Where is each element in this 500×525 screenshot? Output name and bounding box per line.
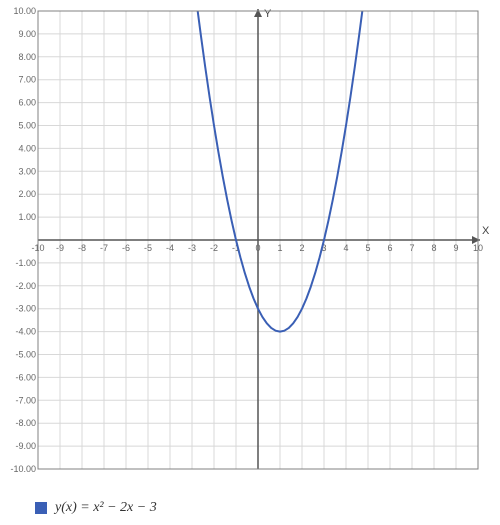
svg-text:2: 2 xyxy=(299,243,304,253)
svg-text:Y: Y xyxy=(264,8,272,20)
svg-text:6: 6 xyxy=(387,243,392,253)
svg-text:7: 7 xyxy=(409,243,414,253)
svg-text:-1.00: -1.00 xyxy=(15,258,36,268)
svg-text:-6: -6 xyxy=(122,243,130,253)
svg-text:-3.00: -3.00 xyxy=(15,304,36,314)
svg-text:7.00: 7.00 xyxy=(18,75,36,85)
svg-text:-4: -4 xyxy=(166,243,174,253)
svg-text:1.00: 1.00 xyxy=(18,212,36,222)
svg-text:4: 4 xyxy=(343,243,348,253)
svg-text:10.00: 10.00 xyxy=(13,6,36,16)
svg-text:-9: -9 xyxy=(56,243,64,253)
svg-text:-7.00: -7.00 xyxy=(15,395,36,405)
svg-text:6.00: 6.00 xyxy=(18,98,36,108)
svg-text:-10.00: -10.00 xyxy=(10,464,36,474)
svg-text:3.00: 3.00 xyxy=(18,166,36,176)
svg-text:5: 5 xyxy=(365,243,370,253)
svg-text:-2.00: -2.00 xyxy=(15,281,36,291)
svg-text:-3: -3 xyxy=(188,243,196,253)
legend-swatch xyxy=(35,502,47,514)
svg-text:1: 1 xyxy=(277,243,282,253)
chart-container: XY-10-9-8-7-6-5-4-3-2-1012345678910-10.0… xyxy=(0,0,500,525)
svg-text:0: 0 xyxy=(255,243,260,253)
svg-text:-6.00: -6.00 xyxy=(15,372,36,382)
svg-text:4.00: 4.00 xyxy=(18,143,36,153)
svg-text:-5: -5 xyxy=(144,243,152,253)
svg-text:-8.00: -8.00 xyxy=(15,418,36,428)
svg-text:-5.00: -5.00 xyxy=(15,350,36,360)
chart-plot: XY-10-9-8-7-6-5-4-3-2-1012345678910-10.0… xyxy=(10,5,490,485)
legend: y(x) = x² − 2x − 3 xyxy=(35,500,157,516)
svg-text:2.00: 2.00 xyxy=(18,189,36,199)
svg-text:8.00: 8.00 xyxy=(18,52,36,62)
svg-text:9.00: 9.00 xyxy=(18,29,36,39)
svg-text:8: 8 xyxy=(431,243,436,253)
svg-text:-7: -7 xyxy=(100,243,108,253)
svg-text:X: X xyxy=(482,225,490,237)
svg-text:-4.00: -4.00 xyxy=(15,327,36,337)
svg-text:-2: -2 xyxy=(210,243,218,253)
svg-text:-8: -8 xyxy=(78,243,86,253)
svg-text:-9.00: -9.00 xyxy=(15,441,36,451)
svg-text:5.00: 5.00 xyxy=(18,121,36,131)
legend-label: y(x) = x² − 2x − 3 xyxy=(55,500,157,516)
svg-text:9: 9 xyxy=(453,243,458,253)
